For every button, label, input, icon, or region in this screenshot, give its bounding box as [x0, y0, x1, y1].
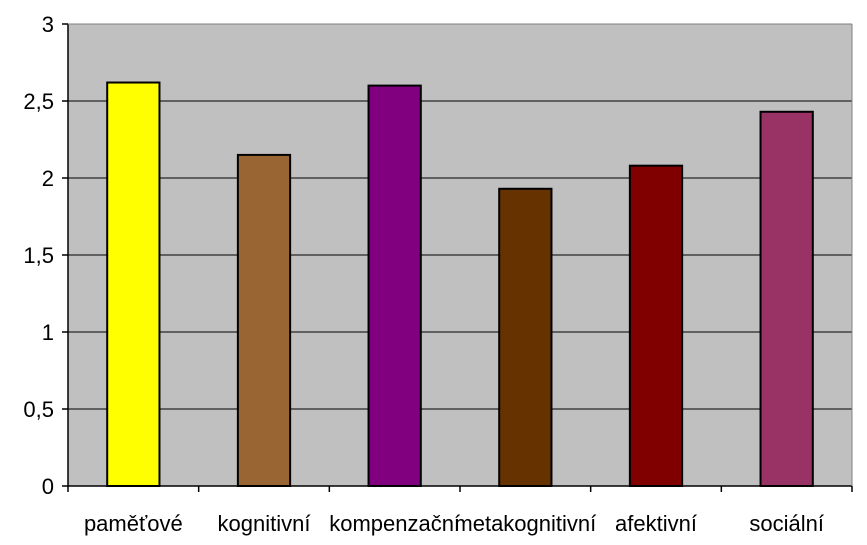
y-tick-label: 1 [42, 320, 54, 345]
y-tick-label: 0,5 [23, 397, 54, 422]
axes [62, 23, 853, 492]
x-tick-label: sociální [749, 511, 824, 536]
bar-3 [367, 84, 422, 487]
y-tick-label: 3 [42, 12, 54, 37]
y-tick-label: 2,5 [23, 89, 54, 114]
bar-5 [628, 164, 684, 487]
bar-1 [106, 81, 161, 488]
y-axis-tick-labels: 0 0,5 1 1,5 2 2,5 3 [23, 12, 54, 499]
x-tick-label: kognitivní [218, 511, 311, 536]
x-tick-label: paměťové [84, 511, 183, 536]
x-axis-tick-labels: paměťové kognitivní kompenzačnímetakogniti… [84, 511, 824, 536]
x-tick-label: afektivní [615, 511, 697, 536]
bars [106, 81, 814, 488]
y-tick-label: 0 [42, 474, 54, 499]
y-tick-label: 1,5 [23, 243, 54, 268]
bar-2 [236, 153, 292, 487]
x-tick-label: kompenzační [329, 511, 460, 536]
bar-4 [498, 187, 553, 487]
x-tick-label: metakognitivní [454, 511, 596, 536]
y-tick-label: 2 [42, 166, 54, 191]
bar-6 [759, 110, 814, 487]
